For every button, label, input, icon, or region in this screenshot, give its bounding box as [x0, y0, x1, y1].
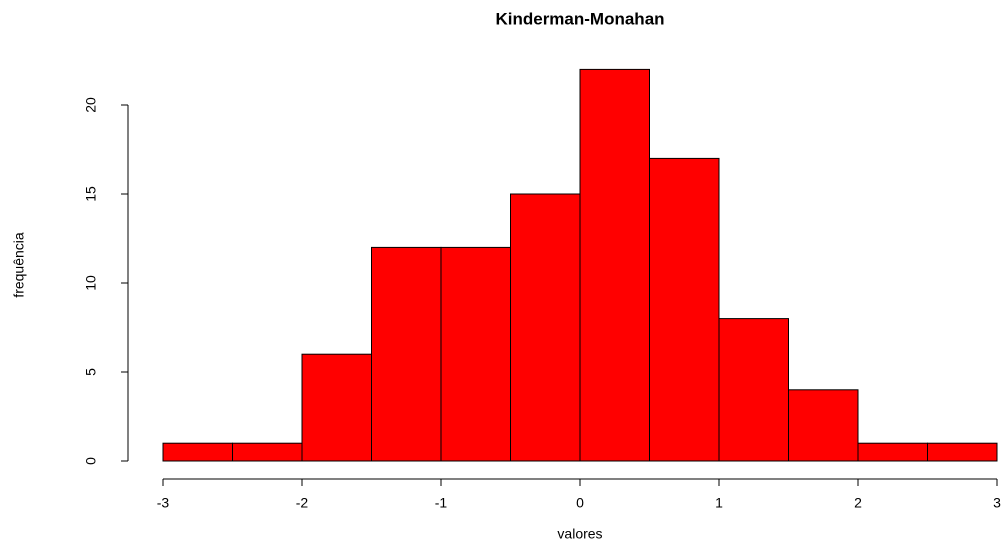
y-tick-label: 20 [83, 97, 99, 113]
bar [649, 157, 720, 462]
y-tick-label: 5 [83, 368, 99, 376]
y-tick-label: 0 [83, 457, 99, 465]
bar [371, 246, 442, 462]
y-axis-label: frequência [11, 232, 27, 298]
x-tick-label: 0 [576, 495, 584, 511]
x-tick-label: -2 [296, 495, 309, 511]
x-tick-label: -1 [435, 495, 448, 511]
bar [510, 193, 581, 462]
chart-title: Kinderman-Monahan [495, 9, 664, 28]
bar [162, 442, 233, 462]
bar [788, 389, 859, 462]
bar [927, 442, 998, 462]
bar [579, 68, 650, 462]
bar [232, 442, 303, 462]
x-tick-label: -3 [157, 495, 170, 511]
bar [718, 318, 789, 462]
x-tick-label: 3 [993, 495, 1001, 511]
y-tick-label: 10 [83, 275, 99, 291]
bar [440, 246, 511, 462]
bar [301, 353, 372, 462]
bar [857, 442, 928, 462]
y-tick-label: 15 [83, 186, 99, 202]
x-tick-label: 2 [854, 495, 862, 511]
x-tick-label: 1 [715, 495, 723, 511]
x-axis-label: valores [557, 526, 602, 542]
